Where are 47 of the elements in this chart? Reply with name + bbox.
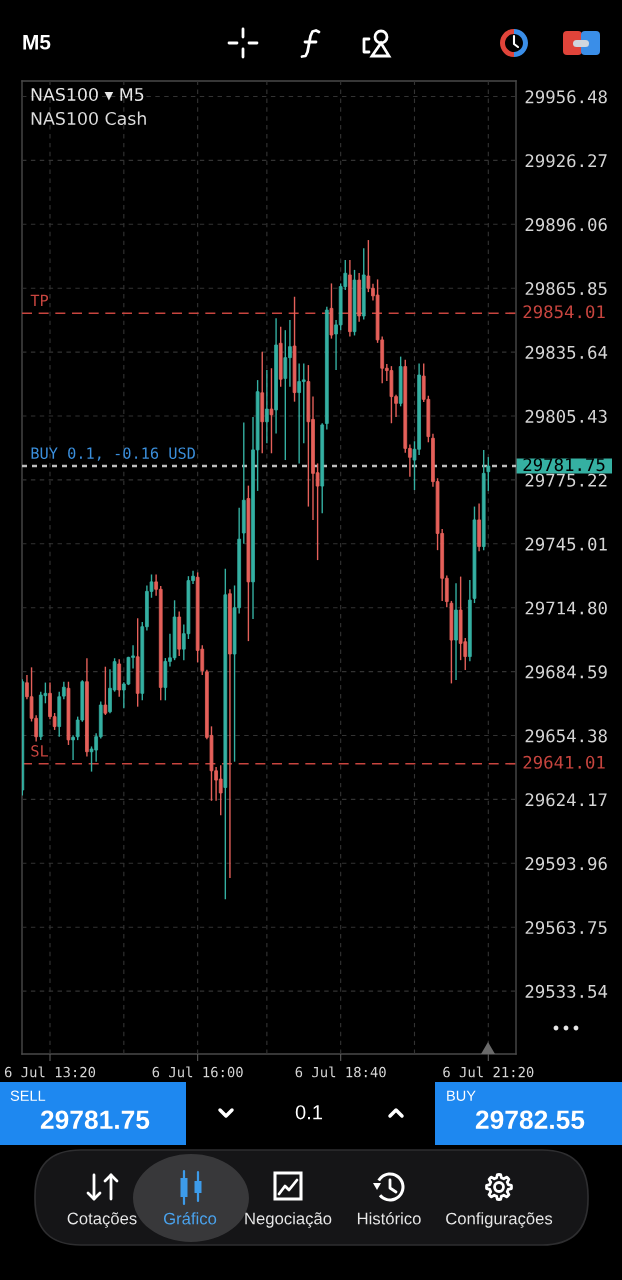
text: Histórico [357,1212,421,1225]
candlestick [486,456,491,492]
y-tick-label: 29563.75 [525,920,607,935]
candlestick [366,239,371,293]
ref-line-label: BUY 0.1, -0.16 USD [31,447,195,461]
text: Configurações [446,1212,553,1228]
x-tick-label: 6 Jul 13:20 [4,1066,96,1078]
text: 29641.01 [523,755,605,769]
text: 0.1 [295,1105,323,1120]
text: Negociação [245,1212,332,1228]
y-tick-label: 29775.22 [525,473,607,487]
y-tick-label: 29896.06 [525,218,607,232]
text: Cotações [67,1212,137,1228]
candlestick [71,734,75,761]
text: SELL [10,1090,46,1101]
x-tick-label: 6 Jul 18:40 [295,1066,386,1078]
y-tick-label: 29865.85 [525,281,607,296]
ref-line-label: TP [30,294,49,306]
y-tick-label: 29684.59 [525,665,607,679]
text: 29781.75 [523,458,605,472]
x-tick-label: 6 Jul 21:20 [443,1066,534,1078]
y-tick-label: 29956.48 [525,90,607,104]
candlestick [218,764,223,816]
y-tick-label: 29654.38 [525,729,607,743]
text: M5 [23,35,51,50]
y-tick-label: 29533.54 [525,984,608,998]
y-tick-label: 29745.01 [525,537,607,551]
y-tick-label: 29714.80 [525,601,607,615]
candlestick [269,367,274,454]
text: Gráfico [163,1212,217,1225]
candlestick [301,362,306,445]
candlestick [283,329,288,461]
text: NAS100 Cash [31,111,146,126]
y-tick-label: 29805.43 [525,409,607,423]
y-tick-label: 29593.96 [525,857,607,871]
text: 29854.01 [523,305,605,319]
y-tick-label: 29926.27 [525,154,607,168]
ref-line-label: SL [31,745,49,757]
text: 29782.55 [475,1110,585,1130]
x-tick-label: 6 Jul 16:00 [152,1066,243,1078]
candlestick [265,369,269,445]
text: 29781.75 [40,1110,150,1130]
chart-title: NAS100 ▾ M5 [31,87,144,102]
candlestick [103,666,108,716]
y-tick-label: 29835.64 [525,345,608,359]
y-tick-label: 29624.17 [525,793,607,807]
text: BUY [447,1090,476,1101]
